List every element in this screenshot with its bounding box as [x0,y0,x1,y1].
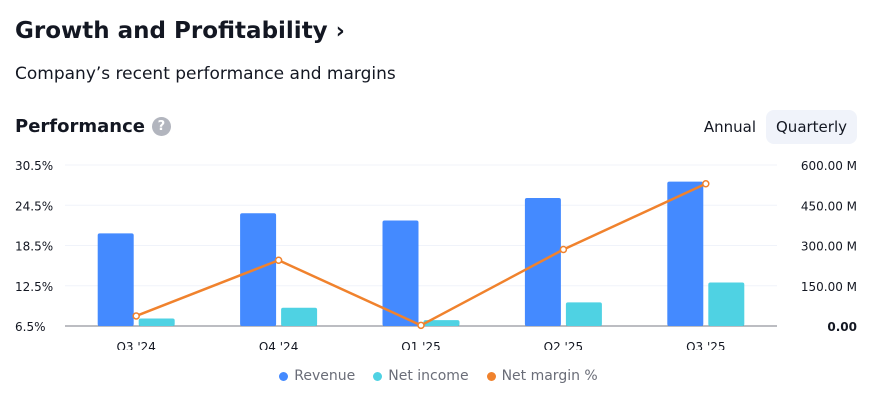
x-tick-label: Q4 '24 [259,340,298,350]
y-right-tick-label: 300.00 M [801,240,857,254]
legend-item[interactable]: Net income [373,368,469,384]
y-right-tick-label: 450.00 M [801,199,857,213]
revenue-bar [97,233,134,326]
title-text: Growth and Profitability [15,18,328,44]
help-icon[interactable]: ? [151,117,171,136]
net-margin-point [702,180,710,188]
quarterly-tab[interactable]: Quarterly [766,110,857,144]
revenue-bar [524,198,561,326]
performance-title: Performance [15,116,145,137]
net-income-bar [423,320,460,326]
net-margin-point [559,245,568,254]
legend-dot-icon [279,371,289,381]
legend-label: Net margin % [501,368,598,384]
net-margin-point [417,321,425,330]
y-left-tick-label: 18.5% [15,240,53,254]
performance-chart: 30.5% 24.5% 18.5% 12.5% 6.5% 600.00 M 450.00 M… [15,159,857,350]
net-income-bar [138,318,175,326]
period-toggle: Annual Quarterly [694,110,857,144]
y-right-tick-label: 150.00 M [801,280,857,294]
y-right-tick-label: 0.00 [827,320,857,334]
net-income-bar [281,307,318,326]
x-tick-label: Q3 '25 [686,340,725,350]
legend-item[interactable]: Revenue [279,368,355,384]
page-title[interactable]: Growth and Profitability › [15,18,345,44]
net-margin-point [274,256,283,265]
chevron-right-icon: › [335,18,345,44]
performance-heading: Performance ? [15,116,171,137]
net-income-bar [565,302,602,326]
net-margin-point [132,312,140,320]
y-left-tick-label: 30.5% [15,159,53,173]
x-tick-label: Q1 '25 [401,340,440,350]
chart-legend: Revenue Net income Net margin % [0,368,877,384]
legend-dot-icon [373,371,383,381]
legend-label: Net income [388,368,469,384]
annual-tab[interactable]: Annual [703,118,756,136]
net-income-bar [708,282,745,326]
revenue-bar [382,220,419,326]
y-left-tick-label: 24.5% [15,199,53,213]
legend-label: Revenue [294,368,356,384]
y-left-tick-label: 6.5% [15,320,46,334]
page-subtitle: Company’s recent performance and margins [15,64,396,84]
y-right-tick-label: 600.00 M [801,159,857,173]
legend-dot-icon [486,371,496,381]
legend-item[interactable]: Net margin % [486,368,598,384]
x-tick-label: Q3 '24 [116,340,155,350]
revenue-bar [667,181,704,326]
revenue-bar [240,213,277,326]
x-tick-label: Q2 '25 [544,340,583,350]
y-left-tick-label: 12.5% [15,280,53,294]
